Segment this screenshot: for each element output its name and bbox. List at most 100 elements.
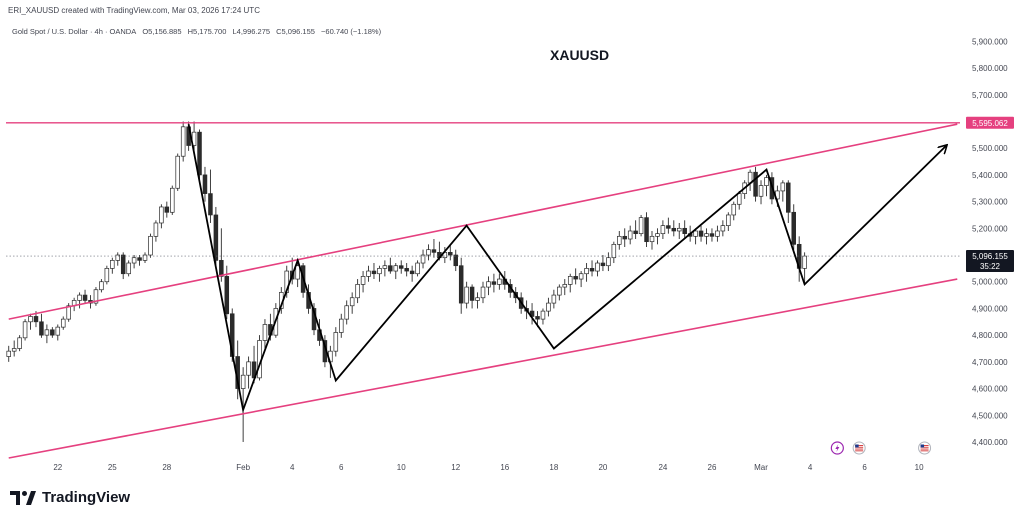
ohlc-close: C5,096.155 bbox=[276, 27, 315, 36]
event-markers bbox=[830, 441, 932, 455]
candle-body bbox=[535, 316, 540, 320]
x-tick-label: 4 bbox=[290, 463, 295, 472]
y-tick-label: 4,400.000 bbox=[972, 438, 1008, 447]
price-axis: 5,900.0005,800.0005,700.0005,600.0005,50… bbox=[972, 37, 1008, 447]
x-tick-label: 20 bbox=[598, 463, 607, 472]
time-axis: 22 25 28 Feb 4 6 10 12 16 18 20 24 26 Mar 4 6 10 bbox=[53, 463, 924, 472]
candle-body bbox=[731, 203, 737, 216]
candle-body bbox=[633, 230, 638, 235]
candle-body bbox=[240, 374, 246, 389]
flag-icon-stripe bbox=[920, 450, 929, 452]
candle-body bbox=[137, 257, 142, 261]
instrument-name: Gold Spot / U.S. Dollar · 4h · OANDA bbox=[12, 27, 137, 36]
flag-icon-stripe bbox=[855, 445, 864, 446]
candle-body bbox=[295, 265, 300, 280]
x-tick-label: 6 bbox=[339, 463, 344, 472]
x-tick-label: 12 bbox=[451, 463, 460, 472]
candle-body bbox=[453, 254, 459, 267]
candle-body bbox=[638, 217, 644, 235]
candle-body bbox=[66, 305, 71, 320]
us-flag-icon[interactable] bbox=[918, 441, 932, 455]
candle-body bbox=[448, 252, 453, 256]
candle-body bbox=[393, 265, 399, 272]
candle-body bbox=[622, 235, 627, 240]
tradingview-logo[interactable]: TradingView bbox=[10, 489, 130, 506]
chart-title: XAUUSD bbox=[550, 47, 610, 63]
flag-icon-stripe bbox=[920, 446, 929, 448]
candle-body bbox=[208, 193, 213, 216]
candle-body bbox=[22, 321, 28, 339]
candle-body bbox=[644, 217, 649, 243]
lightning-icon[interactable] bbox=[830, 441, 844, 455]
candle-body bbox=[11, 348, 17, 352]
candle-body bbox=[486, 281, 491, 288]
ohlc-open: O5,156.885 bbox=[142, 27, 182, 36]
y-tick-label: 4,500.000 bbox=[972, 411, 1008, 420]
us-flag-icon[interactable] bbox=[852, 441, 866, 455]
candle-body bbox=[33, 316, 39, 323]
flag-icon-stripe bbox=[920, 448, 929, 450]
candles bbox=[6, 121, 807, 442]
candle-body bbox=[475, 297, 480, 301]
candle-body bbox=[464, 286, 469, 304]
candle-body bbox=[159, 206, 164, 224]
candle-body bbox=[420, 254, 426, 264]
bar-countdown-label: 35:22 bbox=[980, 262, 1001, 271]
candle-body bbox=[44, 329, 50, 336]
candle-body bbox=[355, 284, 360, 299]
resistance-price-label: 5,595.062 bbox=[972, 119, 1008, 128]
candle-body bbox=[115, 254, 121, 261]
candle-body bbox=[344, 305, 349, 320]
candle-body bbox=[153, 222, 159, 237]
candle-body bbox=[93, 289, 99, 304]
candle-body bbox=[431, 249, 437, 253]
published-by-line: ERI_XAUUSD created with TradingView.com,… bbox=[8, 6, 260, 15]
candle-body bbox=[649, 235, 655, 243]
candle-body bbox=[671, 227, 677, 232]
candle-body bbox=[551, 294, 557, 304]
candle-body bbox=[726, 214, 731, 226]
candle-body bbox=[715, 230, 720, 237]
zigzag-projection-path bbox=[187, 124, 947, 414]
x-tick-label: 10 bbox=[915, 463, 924, 472]
candle-body bbox=[791, 211, 796, 245]
x-tick-label: 6 bbox=[862, 463, 867, 472]
candle-body bbox=[77, 294, 82, 301]
candle-body bbox=[148, 235, 153, 256]
candle-body bbox=[82, 294, 88, 301]
candle-body bbox=[6, 350, 11, 357]
candle-body bbox=[764, 177, 769, 186]
flag-icon-canton bbox=[920, 444, 925, 448]
candle-body bbox=[753, 171, 758, 197]
candle-body bbox=[600, 262, 606, 267]
y-tick-label: 4,600.000 bbox=[972, 385, 1008, 394]
y-tick-label: 5,500.000 bbox=[972, 144, 1008, 153]
x-tick-label: 25 bbox=[108, 463, 117, 472]
candle-body bbox=[170, 187, 175, 213]
candle-body bbox=[415, 262, 420, 275]
candle-body bbox=[202, 174, 208, 194]
candle-body bbox=[164, 206, 170, 213]
y-tick-label: 5,400.000 bbox=[972, 171, 1008, 180]
candle-body bbox=[404, 268, 409, 272]
y-tick-label: 5,700.000 bbox=[972, 91, 1008, 100]
y-tick-label: 4,700.000 bbox=[972, 358, 1008, 367]
flag-icon-ring bbox=[852, 441, 866, 455]
candle-body bbox=[224, 276, 230, 315]
x-tick-label: 4 bbox=[808, 463, 813, 472]
candle-body bbox=[497, 278, 502, 285]
y-tick-label: 4,800.000 bbox=[972, 331, 1008, 340]
candle-body bbox=[99, 281, 104, 291]
candle-body bbox=[175, 155, 180, 189]
y-tick-label: 5,000.000 bbox=[972, 278, 1008, 287]
candle-body bbox=[786, 182, 791, 213]
candle-body bbox=[736, 193, 742, 205]
candle-body bbox=[28, 316, 33, 323]
candle-body bbox=[546, 302, 551, 312]
candle-body bbox=[676, 227, 682, 232]
candle-body bbox=[758, 185, 764, 197]
x-tick-label: Feb bbox=[236, 463, 250, 472]
candle-body bbox=[110, 260, 115, 269]
candle-body bbox=[595, 262, 600, 272]
